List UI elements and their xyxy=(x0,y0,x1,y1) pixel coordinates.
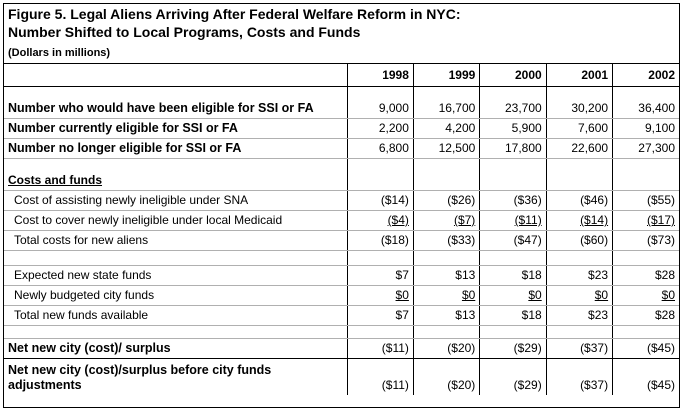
year-header: 1998 xyxy=(346,64,414,87)
cell-value: 30,200 xyxy=(545,99,613,119)
cell-value: ($33) xyxy=(412,230,480,251)
cell-value: ($20) xyxy=(412,358,480,395)
cell-value: 9,000 xyxy=(346,99,414,119)
section-heading: Costs and funds xyxy=(8,173,103,187)
cell-value: ($55) xyxy=(612,190,679,211)
table-row: Number who would have been eligible for … xyxy=(4,99,679,119)
figure-subtitle: Number Shifted to Local Programs, Costs … xyxy=(8,24,361,40)
cell-value: 6,800 xyxy=(346,138,414,159)
figure-title: Figure 5. Legal Aliens Arriving After Fe… xyxy=(8,6,461,22)
spacer-row xyxy=(4,86,679,99)
cell-value: ($36) xyxy=(479,190,547,211)
cell-value: 16,700 xyxy=(412,99,480,119)
table-row: Number currently eligible for SSI or FA … xyxy=(4,118,679,139)
table-row: Cost of assisting newly ineligible under… xyxy=(4,190,679,211)
cell-value: ($11) xyxy=(514,213,542,227)
row-label: Net new city (cost)/surplus before city … xyxy=(8,363,272,392)
spacer-row xyxy=(4,158,679,171)
year-header: 1999 xyxy=(412,64,480,87)
cell-value: $18 xyxy=(479,265,547,286)
row-label: Cost to cover newly ineligible under loc… xyxy=(4,210,348,231)
cell-value: ($29) xyxy=(479,338,547,359)
cell-value: 4,200 xyxy=(412,118,480,139)
header-row: 1998 1999 2000 2001 2002 xyxy=(4,64,679,87)
year-header: 2000 xyxy=(479,64,547,87)
row-label: Number currently eligible for SSI or FA xyxy=(4,118,348,139)
cell-value: 2,200 xyxy=(346,118,414,139)
year-header: 2001 xyxy=(545,64,613,87)
cell-value: $18 xyxy=(479,305,547,326)
cell-value: ($45) xyxy=(612,358,679,395)
table-row: Newly budgeted city funds $0 $0 $0 $0 $0 xyxy=(4,285,679,306)
cell-value: ($18) xyxy=(346,230,414,251)
cell-value: $23 xyxy=(545,305,613,326)
cell-value: ($37) xyxy=(545,358,613,395)
cell-value: ($17) xyxy=(646,213,675,227)
cell-value: $13 xyxy=(412,305,480,326)
row-label: Number who would have been eligible for … xyxy=(4,99,348,119)
cell-value: $23 xyxy=(545,265,613,286)
cell-value: ($11) xyxy=(346,358,414,395)
table-row: Net new city (cost)/ surplus ($11) ($20)… xyxy=(4,338,679,359)
cell-value: $0 xyxy=(594,288,609,302)
cell-value: 17,800 xyxy=(479,138,547,159)
cell-value: ($73) xyxy=(612,230,679,251)
cell-value: $0 xyxy=(528,288,542,302)
cell-value: $0 xyxy=(661,288,675,302)
cell-value: $0 xyxy=(461,288,476,302)
table-row: Cost to cover newly ineligible under loc… xyxy=(4,210,679,231)
table-row: Net new city (cost)/surplus before city … xyxy=(4,358,679,395)
cell-value: ($29) xyxy=(479,358,547,395)
spacer-row xyxy=(4,250,679,266)
cell-value: ($20) xyxy=(412,338,480,359)
row-label: Expected new state funds xyxy=(4,265,348,286)
table-row: Total new funds available $7 $13 $18 $23… xyxy=(4,305,679,326)
row-label: Newly budgeted city funds xyxy=(4,285,348,306)
title-block: Figure 5. Legal Aliens Arriving After Fe… xyxy=(4,4,679,64)
cell-value: ($26) xyxy=(412,190,480,211)
cell-value: $7 xyxy=(346,305,414,326)
cell-value: ($14) xyxy=(580,213,609,227)
table-row: Expected new state funds $7 $13 $18 $23 … xyxy=(4,265,679,286)
cell-value: 27,300 xyxy=(612,138,679,159)
cell-value: $28 xyxy=(612,305,679,326)
cell-value: $13 xyxy=(412,265,480,286)
cell-value: $7 xyxy=(346,265,414,286)
figure-frame: Figure 5. Legal Aliens Arriving After Fe… xyxy=(3,3,680,408)
cell-value: 22,600 xyxy=(545,138,613,159)
cell-value: 5,900 xyxy=(479,118,547,139)
cell-value: ($11) xyxy=(346,338,414,359)
table-row: Number no longer eligible for SSI or FA … xyxy=(4,138,679,159)
year-header: 2002 xyxy=(612,64,679,87)
cell-value: ($4) xyxy=(387,213,409,227)
row-label: Total costs for new aliens xyxy=(4,230,348,251)
data-table: 1998 1999 2000 2001 2002 Number who woul… xyxy=(4,64,679,395)
row-label: Number no longer eligible for SSI or FA xyxy=(4,138,348,159)
row-label: Total new funds available xyxy=(4,305,348,326)
unit-note: (Dollars in millions) xyxy=(8,47,111,59)
cell-value: ($14) xyxy=(346,190,414,211)
cell-value: 12,500 xyxy=(412,138,480,159)
cell-value: 23,700 xyxy=(479,99,547,119)
row-label: Cost of assisting newly ineligible under… xyxy=(4,190,348,211)
cell-value: 7,600 xyxy=(545,118,613,139)
cell-value: $0 xyxy=(395,288,409,302)
cell-value: ($37) xyxy=(545,338,613,359)
table-row: Total costs for new aliens ($18) ($33) (… xyxy=(4,230,679,251)
cell-value: ($47) xyxy=(479,230,547,251)
cell-value: ($60) xyxy=(545,230,613,251)
cell-value: $28 xyxy=(612,265,679,286)
cell-value: ($46) xyxy=(545,190,613,211)
cell-value: ($7) xyxy=(453,213,476,227)
cell-value: 9,100 xyxy=(612,118,679,139)
spacer-row xyxy=(4,325,679,339)
row-label: Net new city (cost)/ surplus xyxy=(4,338,348,359)
cell-value: ($45) xyxy=(612,338,679,359)
cell-value: 36,400 xyxy=(612,99,679,119)
section-heading-row: Costs and funds xyxy=(4,171,679,191)
